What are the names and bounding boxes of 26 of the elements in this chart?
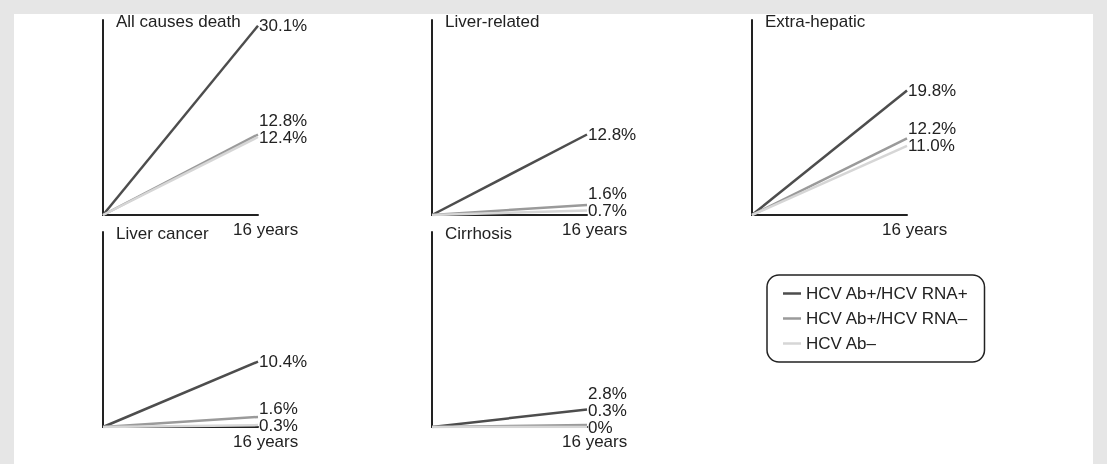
data-label: 0.3%	[588, 400, 627, 420]
text: 16 years	[562, 220, 628, 239]
text: 16 years	[882, 220, 948, 239]
data-label: 1.6%	[259, 398, 298, 418]
data-label: 30.1%	[259, 16, 308, 36]
data-label: 1.6%	[588, 184, 627, 204]
text: 16 years	[233, 432, 299, 451]
data-label: 12.8%	[259, 110, 308, 130]
text: 16 years	[233, 220, 299, 239]
data-label: 19.8%	[908, 80, 957, 100]
legend-label: HCV Ab+/HCV RNA+	[806, 284, 968, 303]
chart-title: Cirrhosis	[445, 224, 513, 243]
data-label: 2.8%	[588, 383, 627, 403]
chart-title: Liver cancer	[116, 224, 209, 243]
data-label: 11.0%	[908, 136, 955, 156]
data-label: 0.3%	[259, 415, 298, 435]
data-label: 12.4%	[259, 127, 308, 147]
legend-label: HCV Ab+/HCV RNA–	[806, 309, 968, 328]
data-label: 12.8%	[588, 124, 637, 144]
chart-title: Extra-hepatic	[765, 12, 866, 31]
legend-label: HCV Ab–	[806, 334, 877, 353]
data-label: 10.4%	[259, 352, 308, 372]
data-label: 0.7%	[588, 201, 627, 221]
chart-title: Liver-related	[445, 12, 540, 31]
data-label: 12.2%	[908, 119, 957, 139]
chart-title: All causes death	[116, 12, 241, 31]
